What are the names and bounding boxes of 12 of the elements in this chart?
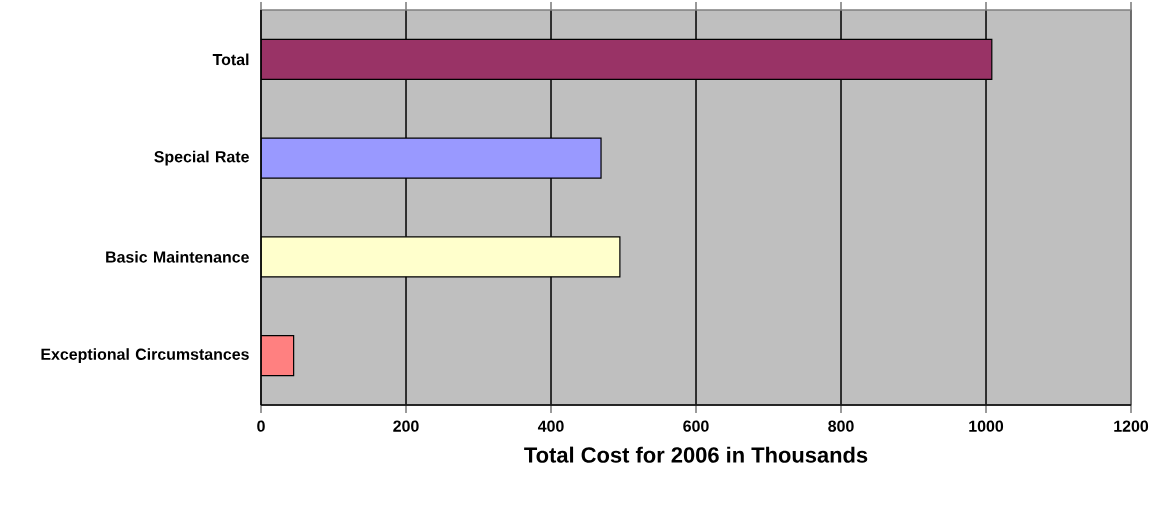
y-tick-label: Exceptional Circumstances <box>41 348 249 364</box>
x-tick-label: 400 <box>537 420 564 432</box>
x-axis-title: Total Cost for 2006 in Thousands <box>524 446 868 463</box>
y-tick-label: Basic Maintenance <box>106 251 249 263</box>
x-tick-label: 600 <box>683 420 709 432</box>
x-tick-label: 0 <box>257 420 265 432</box>
x-tick-label: 1000 <box>969 420 1004 432</box>
y-tick-label: Special Rate <box>154 150 249 166</box>
x-tick-label: 200 <box>393 420 419 432</box>
y-tick-label: Total <box>212 53 249 66</box>
x-tick-label: 800 <box>828 420 854 432</box>
x-tick-label: 1200 <box>1114 420 1149 432</box>
